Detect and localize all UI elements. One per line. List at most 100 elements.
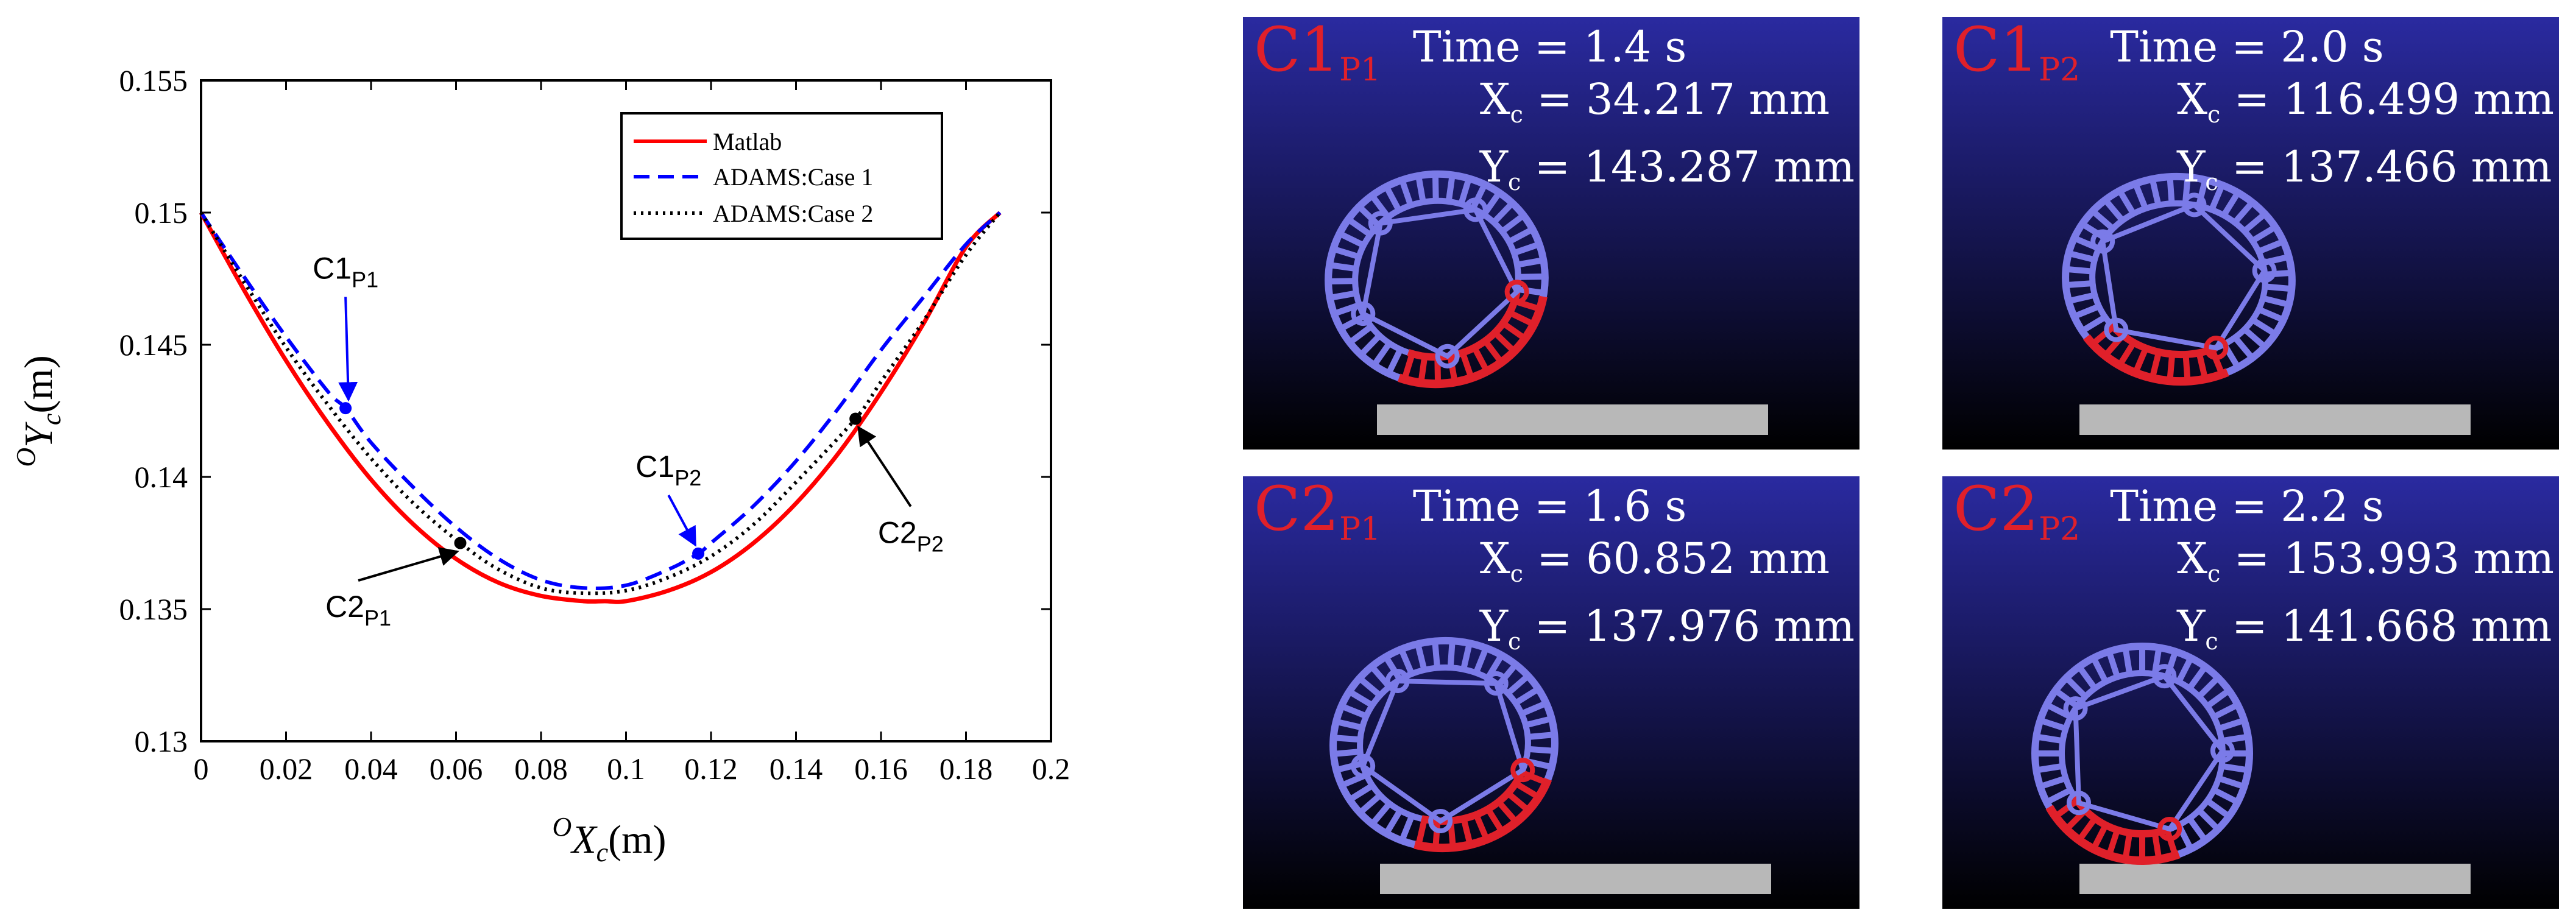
- robot-rib: [2149, 178, 2162, 206]
- legend: Matlab ADAMS:Case 1 ADAMS:Case 2: [620, 112, 943, 240]
- robot-rib: [1415, 643, 1428, 671]
- y-axis-label-sub: c: [37, 413, 66, 425]
- robot-rib: [2232, 200, 2255, 225]
- robot-rib: [1496, 662, 1518, 687]
- robot-joint: [1463, 197, 1488, 222]
- robot-rib: [1493, 330, 1516, 354]
- robot-active-segment: [1397, 295, 1548, 389]
- panel-background: [1942, 476, 2559, 909]
- robot-joint: [2252, 258, 2277, 283]
- robot-rib: [1329, 262, 1357, 272]
- ground-platform: [1377, 404, 1768, 435]
- annotation-arrow: [667, 495, 697, 547]
- robot-rib: [1399, 814, 1415, 842]
- x-tick-label: 0.1: [607, 752, 645, 786]
- robot-rib: [2132, 182, 2149, 210]
- robot-rib: [1332, 245, 1360, 260]
- snapshot-panel-c2-p1: C2P1 Time = 1.6 s Xc = 60.852 mm Yc = 13…: [1243, 476, 1859, 909]
- robot-rib: [2196, 675, 2220, 699]
- robot-rib: [1370, 802, 1392, 827]
- robot-rib: [2209, 183, 2225, 211]
- ground-platform: [2079, 864, 2471, 894]
- robot-rib: [1500, 213, 1526, 235]
- robot-rib: [1340, 703, 1368, 719]
- panel-case-label: C1P2: [1953, 19, 2080, 86]
- robot-rib: [1501, 320, 1527, 342]
- robot-rib: [2242, 211, 2267, 234]
- panel-case-label-base: C2: [1953, 476, 2039, 545]
- robot-joint: [1428, 809, 1453, 834]
- robot-rib: [2053, 688, 2079, 709]
- robot-rib: [1401, 353, 1415, 381]
- trajectory-chart: 0 0.02 0.04 0.06 0.08 0.1 0.12 0.14 0.16 0.18 0.2 …: [11, 63, 1070, 867]
- annotation-point: [849, 412, 862, 425]
- robot-joint: [2152, 664, 2177, 689]
- panel-yc: Yc = 137.466 mm: [2177, 142, 2552, 196]
- soft-robot: [2031, 643, 2253, 865]
- robot-rib: [2068, 292, 2096, 305]
- robot-joint: [1351, 753, 1376, 778]
- y-tick-label: 0.145: [119, 328, 188, 362]
- robot-rib: [2209, 348, 2225, 376]
- robot-rib: [2167, 176, 2175, 204]
- robot-rib: [2196, 808, 2220, 831]
- robot-rib: [1371, 341, 1392, 367]
- legend-label-matlab: Matlab: [713, 128, 782, 155]
- robot-joint: [2090, 229, 2115, 254]
- robot-rib: [1473, 647, 1489, 674]
- robot-rib: [1399, 178, 1414, 206]
- robot-rib: [2068, 250, 2096, 263]
- snapshot-panel-c2-p2: C2P2 Time = 2.2 s Xc = 153.993 mm Yc = 1…: [1942, 476, 2559, 909]
- robot-rib: [2106, 828, 2120, 856]
- robot-rib: [1518, 273, 1545, 280]
- x-tick-label: 0.12: [684, 752, 738, 786]
- y-axis-ticks: 0.13 0.135 0.14 0.145 0.15 0.155: [119, 63, 1051, 758]
- robot-scene: [1243, 17, 1859, 450]
- x-tick-label: 0.14: [770, 752, 823, 786]
- x-tick-label: 0.18: [939, 752, 993, 786]
- robot-rib: [1415, 175, 1426, 203]
- robot-rib: [2036, 733, 2064, 744]
- robot-rib: [2195, 179, 2209, 207]
- robot-rib: [2187, 816, 2208, 842]
- robot-scene: [1942, 476, 2559, 909]
- robot-rib: [1333, 735, 1361, 743]
- robot-joint: [1510, 758, 1535, 783]
- panel-xc: Xc = 60.852 mm: [1479, 534, 1830, 587]
- robot-rib: [2257, 306, 2285, 323]
- annotation-point: [692, 547, 705, 560]
- x-tick-label: 0.2: [1032, 752, 1070, 786]
- robot-rib: [1357, 204, 1381, 228]
- robot-rib: [2122, 832, 2133, 860]
- robot-rib: [2232, 335, 2255, 361]
- y-tick-label: 0.15: [135, 196, 188, 230]
- panel-info: Time = 2.0 s Xc = 116.499 mm Yc = 137.46…: [2110, 21, 2554, 208]
- robot-rib: [1514, 780, 1540, 800]
- robot-rib: [2221, 191, 2241, 217]
- robot-rib: [2196, 352, 2209, 380]
- robot-active-segment: [1414, 777, 1552, 853]
- panel-xc: Xc = 116.499 mm: [2177, 74, 2554, 128]
- robot-rib: [1333, 749, 1361, 757]
- robot-rib: [1346, 216, 1372, 238]
- robot-rib: [1359, 333, 1382, 358]
- robot-rib: [1513, 686, 1540, 706]
- robot-joint: [2104, 317, 2129, 342]
- robot-rib: [1447, 355, 1458, 383]
- robot-rib: [1507, 226, 1534, 245]
- robot-rib: [1398, 647, 1415, 675]
- robot-rib: [2182, 354, 2191, 382]
- robot-rib: [2221, 763, 2249, 774]
- annotation-arrow: [338, 297, 358, 402]
- robot-rib: [1473, 813, 1490, 841]
- panel-xc: Xc = 153.993 mm: [2177, 534, 2554, 587]
- robot-rib: [1357, 675, 1382, 698]
- y-tick-label: 0.14: [135, 460, 188, 494]
- robot-rib: [2076, 816, 2098, 842]
- x-axis-label-sub: c: [596, 838, 609, 867]
- panel-case-label-base: C2: [1254, 476, 1340, 545]
- robot-rib: [2251, 317, 2277, 337]
- panel-case-label-base: C1: [1254, 17, 1340, 85]
- robot-joint: [1351, 302, 1376, 326]
- annotation-layer: C1P1 C1P2 C2P1 C2P2: [313, 252, 944, 631]
